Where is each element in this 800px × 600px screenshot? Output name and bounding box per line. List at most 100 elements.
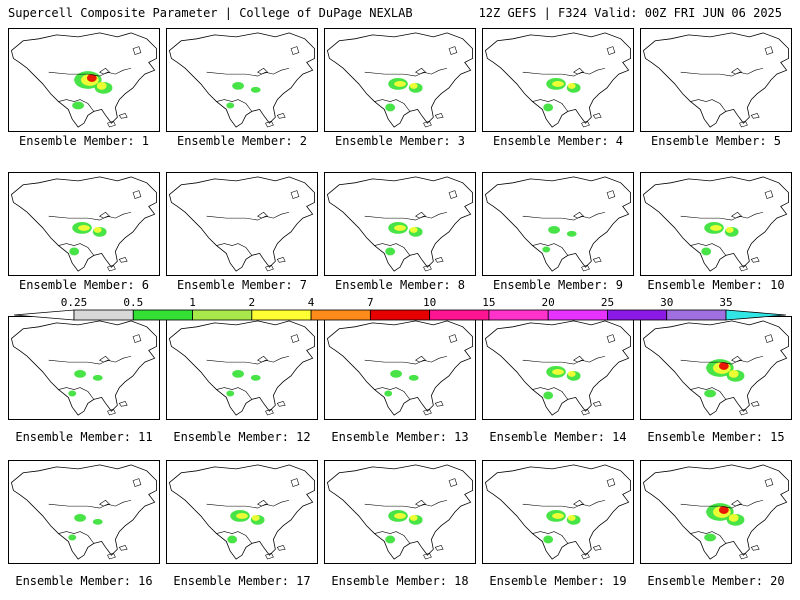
member-label: Ensemble Member: 1 bbox=[18, 134, 150, 148]
us-canada-border bbox=[206, 355, 290, 365]
scp-shading bbox=[385, 247, 396, 256]
us-mexico-border bbox=[532, 99, 569, 112]
island bbox=[448, 190, 458, 199]
scp-shading bbox=[728, 513, 739, 522]
coastline bbox=[168, 464, 315, 560]
us-canada-border bbox=[48, 211, 132, 221]
member-label: Ensemble Member: 18 bbox=[331, 574, 469, 588]
member-label: Ensemble Member: 16 bbox=[15, 574, 153, 588]
scp-shading bbox=[68, 390, 77, 397]
scp-shading bbox=[548, 225, 560, 234]
island bbox=[750, 544, 760, 551]
member-label: Ensemble Member: 13 bbox=[331, 430, 469, 444]
island bbox=[750, 112, 760, 119]
member-label: Ensemble Member: 15 bbox=[647, 430, 785, 444]
colorbar-segment bbox=[607, 309, 668, 321]
us-mexico-border bbox=[532, 387, 569, 400]
member-label: Ensemble Member: 8 bbox=[334, 278, 466, 292]
island bbox=[448, 478, 458, 487]
island bbox=[265, 408, 274, 416]
scp-shading bbox=[385, 535, 396, 544]
member-label: Ensemble Member: 20 bbox=[647, 574, 785, 588]
us-mexico-border bbox=[58, 387, 95, 400]
great-lakes bbox=[257, 67, 269, 75]
scp-shading bbox=[704, 389, 716, 398]
island bbox=[132, 46, 142, 55]
north-america-map bbox=[484, 320, 631, 416]
us-mexico-border bbox=[374, 99, 411, 112]
island bbox=[434, 544, 444, 551]
scp-shading bbox=[394, 512, 406, 519]
island bbox=[434, 112, 444, 119]
island bbox=[290, 46, 300, 55]
scp-shading bbox=[69, 247, 80, 256]
north-america-map bbox=[642, 176, 789, 272]
island bbox=[423, 120, 432, 128]
us-canada-border bbox=[48, 355, 132, 365]
island bbox=[132, 478, 142, 487]
member-map-panel bbox=[166, 460, 318, 564]
great-lakes bbox=[257, 211, 269, 219]
great-lakes bbox=[99, 67, 111, 75]
colorbar-tick-label: 1 bbox=[189, 296, 196, 309]
scp-shading bbox=[567, 82, 576, 89]
scp-shading bbox=[542, 246, 551, 253]
coastline bbox=[10, 32, 157, 128]
island bbox=[107, 552, 116, 560]
north-america-map bbox=[484, 176, 631, 272]
scp-shading bbox=[718, 506, 729, 514]
member-label: Ensemble Member: 4 bbox=[492, 134, 624, 148]
scp-shading bbox=[250, 374, 261, 381]
island bbox=[606, 46, 616, 55]
member-map-panel bbox=[8, 460, 160, 564]
us-canada-border bbox=[206, 211, 290, 221]
us-canada-border bbox=[680, 211, 764, 221]
coastline bbox=[10, 464, 157, 560]
island bbox=[606, 334, 616, 343]
great-lakes bbox=[257, 499, 269, 507]
island bbox=[606, 478, 616, 487]
north-america-map bbox=[484, 464, 631, 560]
member-map-panel bbox=[8, 316, 160, 420]
island bbox=[276, 400, 286, 407]
island bbox=[448, 334, 458, 343]
scp-shading bbox=[394, 80, 406, 87]
member-label: Ensemble Member: 3 bbox=[334, 134, 466, 148]
island bbox=[118, 400, 128, 407]
island bbox=[132, 334, 142, 343]
scp-shading bbox=[86, 74, 97, 82]
member-map-panel bbox=[324, 316, 476, 420]
island bbox=[581, 552, 590, 560]
member-map-panel bbox=[324, 172, 476, 276]
us-mexico-border bbox=[58, 99, 95, 112]
north-america-map bbox=[168, 464, 315, 560]
island bbox=[118, 544, 128, 551]
island bbox=[423, 264, 432, 272]
scp-shading bbox=[92, 374, 103, 381]
coastline bbox=[642, 464, 789, 560]
colorbar-tick-label: 25 bbox=[600, 296, 615, 309]
coastline bbox=[168, 320, 315, 416]
scp-shading bbox=[701, 247, 712, 256]
scp-shading bbox=[93, 226, 102, 233]
us-mexico-border bbox=[690, 531, 727, 544]
island bbox=[118, 256, 128, 263]
us-mexico-border bbox=[690, 99, 727, 112]
island bbox=[290, 478, 300, 487]
island bbox=[276, 112, 286, 119]
island bbox=[132, 190, 142, 199]
member-label: Ensemble Member: 14 bbox=[489, 430, 627, 444]
us-mexico-border bbox=[58, 531, 95, 544]
scp-shading bbox=[385, 103, 396, 112]
coastline bbox=[10, 176, 157, 272]
island bbox=[276, 256, 286, 263]
island bbox=[118, 112, 128, 119]
scp-shading bbox=[408, 374, 419, 381]
scp-shading bbox=[552, 368, 564, 375]
island bbox=[276, 544, 286, 551]
colorbar-segment bbox=[132, 309, 193, 321]
scp-shading bbox=[384, 390, 393, 397]
scp-shading bbox=[250, 86, 261, 93]
coastline bbox=[642, 176, 789, 272]
us-canada-border bbox=[522, 499, 606, 509]
